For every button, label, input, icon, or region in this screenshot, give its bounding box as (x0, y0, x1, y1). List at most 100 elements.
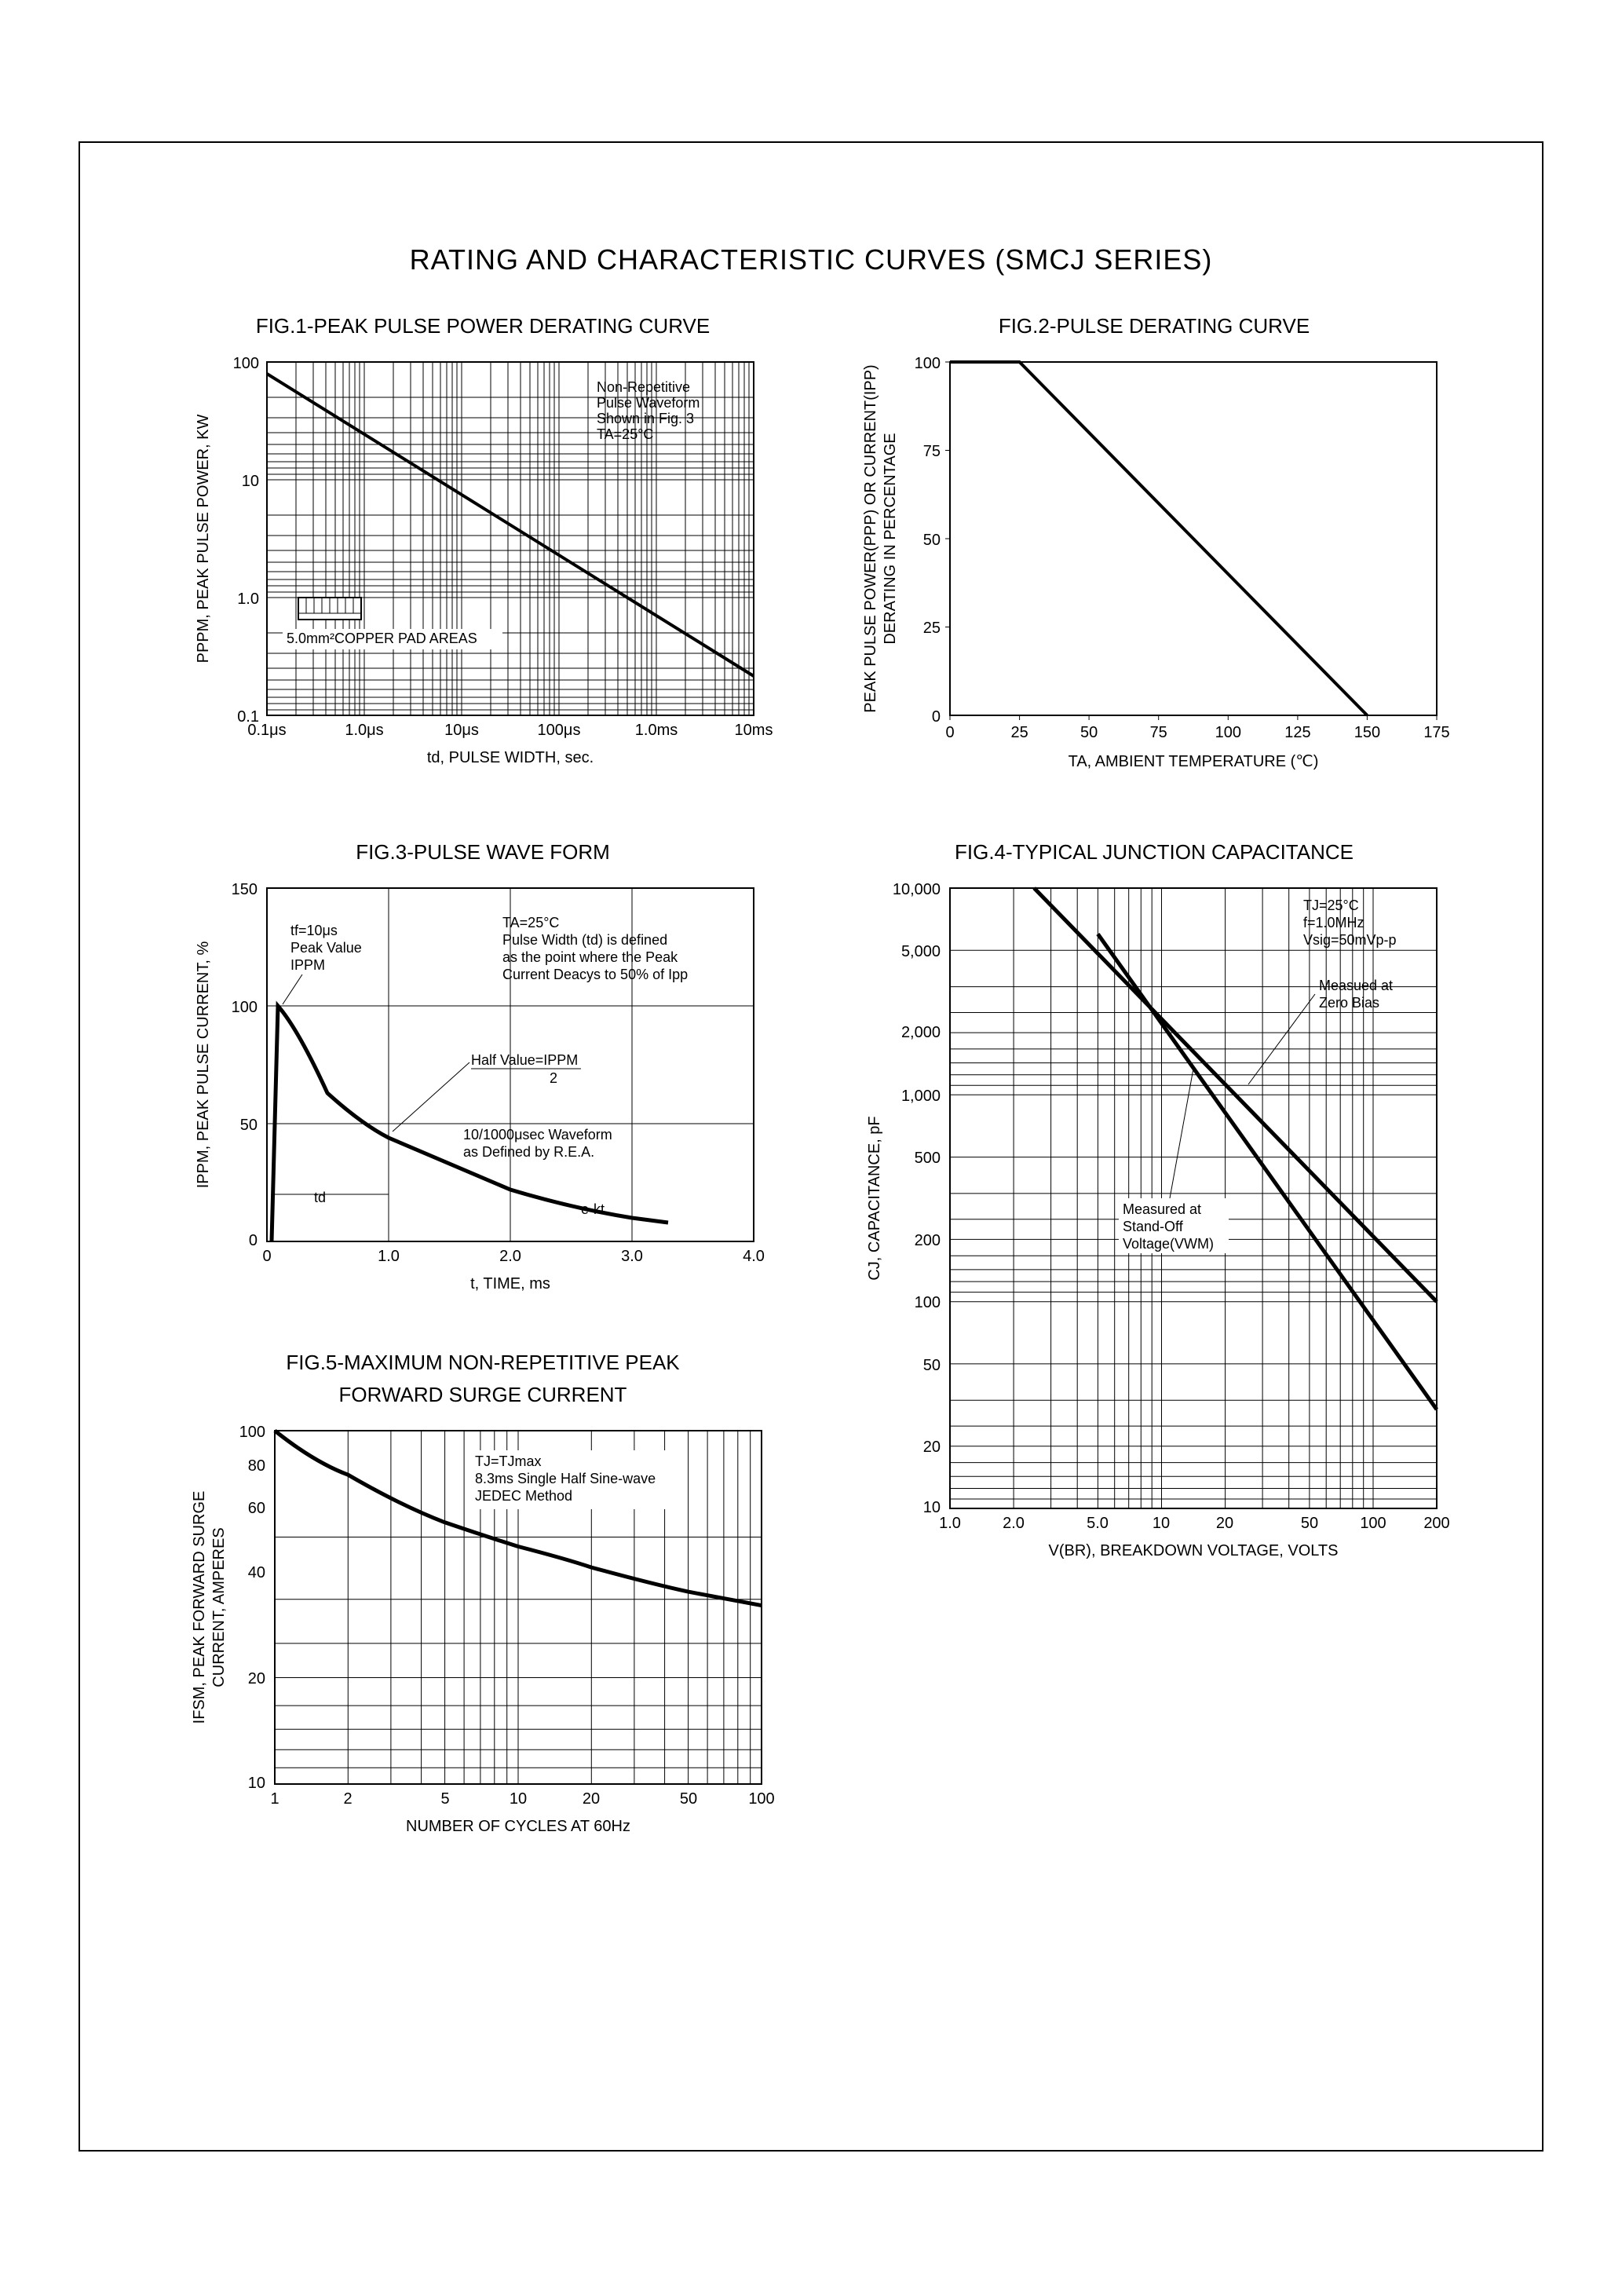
svg-text:10: 10 (510, 1790, 527, 1808)
svg-text:20: 20 (923, 1439, 941, 1456)
fig2-title: FIG.2-PULSE DERATING CURVE (848, 314, 1460, 338)
svg-text:1.0: 1.0 (378, 1248, 400, 1265)
fig1-title: FIG.1-PEAK PULSE POWER DERATING CURVE (181, 314, 785, 338)
svg-text:1.0μs: 1.0μs (345, 722, 383, 739)
svg-text:Shown in Fig. 3: Shown in Fig. 3 (597, 411, 694, 426)
svg-text:tf=10μs: tf=10μs (290, 923, 338, 938)
svg-text:200: 200 (915, 1232, 941, 1249)
svg-text:100: 100 (1215, 724, 1241, 741)
svg-text:TJ=TJmax: TJ=TJmax (475, 1453, 542, 1469)
svg-text:Peak Value: Peak Value (290, 940, 362, 956)
svg-text:80: 80 (248, 1457, 265, 1475)
fig2-svg: 100 75 50 25 0 0 25 50 75 100 125 150 17… (848, 346, 1460, 786)
svg-text:Stand-Off: Stand-Off (1123, 1219, 1184, 1234)
svg-text:8.3ms Single Half Sine-wave: 8.3ms Single Half Sine-wave (475, 1471, 656, 1486)
fig5-svg: TJ=TJmax 8.3ms Single Half Sine-wave JED… (181, 1415, 785, 1855)
fig1-svg: Non-Repetitive Pulse Waveform Shown in F… (181, 346, 785, 786)
svg-text:200: 200 (1423, 1515, 1449, 1532)
svg-text:IPPM: IPPM (290, 957, 325, 973)
svg-text:DERATING IN PERCENTAGE: DERATING IN PERCENTAGE (882, 433, 899, 644)
fig3-title: FIG.3-PULSE WAVE FORM (181, 840, 785, 865)
svg-text:2.0: 2.0 (499, 1248, 521, 1265)
svg-text:t, TIME, ms: t, TIME, ms (470, 1275, 550, 1292)
svg-text:5.0mm²COPPER PAD AREAS: 5.0mm²COPPER PAD AREAS (287, 631, 477, 646)
fig2-container: FIG.2-PULSE DERATING CURVE 100 75 50 25 … (848, 314, 1460, 786)
svg-text:td: td (314, 1190, 326, 1205)
svg-text:Voltage(VWM): Voltage(VWM) (1123, 1236, 1214, 1252)
fig4-title: FIG.4-TYPICAL JUNCTION CAPACITANCE (848, 840, 1460, 865)
svg-text:Measued at: Measued at (1319, 978, 1393, 993)
svg-text:10/1000μsec Waveform: 10/1000μsec Waveform (463, 1127, 612, 1143)
svg-text:500: 500 (915, 1150, 941, 1167)
svg-text:5.0: 5.0 (1087, 1515, 1109, 1532)
svg-text:25: 25 (923, 620, 941, 637)
fig3-container: FIG.3-PULSE WAVE FORM tf=10μs Peak Value… (181, 840, 785, 1312)
svg-text:PEAK PULSE POWER(PPP) OR CURRE: PEAK PULSE POWER(PPP) OR CURRENT(IPP) (862, 364, 879, 712)
svg-text:Pulse Width (td) is defined: Pulse Width (td) is defined (502, 932, 667, 948)
svg-text:100: 100 (748, 1790, 774, 1808)
svg-text:TA, AMBIENT TEMPERATURE (℃): TA, AMBIENT TEMPERATURE (℃) (1069, 753, 1319, 770)
svg-text:TJ=25°C: TJ=25°C (1303, 898, 1359, 913)
svg-text:50: 50 (923, 1357, 941, 1374)
svg-text:0: 0 (932, 708, 941, 726)
svg-text:175: 175 (1423, 724, 1449, 741)
svg-text:1.0: 1.0 (237, 590, 259, 608)
svg-text:40: 40 (248, 1564, 265, 1581)
svg-text:Pulse Waveform: Pulse Waveform (597, 395, 700, 411)
svg-text:1,000: 1,000 (901, 1088, 941, 1105)
svg-text:PPPM, PEAK PULSE POWER, KW: PPPM, PEAK PULSE POWER, KW (195, 415, 212, 664)
svg-text:as the point where the Peak: as the point where the Peak (502, 949, 678, 965)
svg-text:as Defined by R.E.A.: as Defined by R.E.A. (463, 1144, 594, 1160)
svg-text:Current Deacys to 50% of Ipp: Current Deacys to 50% of Ipp (502, 967, 688, 982)
svg-text:100μs: 100μs (538, 722, 581, 739)
svg-text:50: 50 (680, 1790, 697, 1808)
svg-text:e-kt: e-kt (581, 1201, 605, 1217)
svg-text:10: 10 (248, 1775, 265, 1792)
svg-text:60: 60 (248, 1500, 265, 1517)
svg-text:1: 1 (270, 1790, 279, 1808)
svg-text:1.0ms: 1.0ms (635, 722, 678, 739)
svg-text:IPPM, PEAK PULSE CURRENT, %: IPPM, PEAK PULSE CURRENT, % (195, 941, 212, 1189)
fig3-svg: tf=10μs Peak Value IPPM TA=25°C Pulse Wi… (181, 872, 785, 1312)
svg-text:TA=25°C: TA=25°C (597, 426, 653, 442)
page-title: RATING AND CHARACTERISTIC CURVES (SMCJ S… (0, 243, 1622, 276)
fig4-svg: TJ=25°C f=1.0MHz Vsig=50mVp-p Measued at… (848, 872, 1460, 1579)
svg-text:2.0: 2.0 (1003, 1515, 1025, 1532)
fig5-title2: FORWARD SURGE CURRENT (181, 1383, 785, 1407)
svg-text:Measured at: Measured at (1123, 1201, 1201, 1217)
svg-text:10: 10 (242, 473, 259, 490)
svg-text:2: 2 (343, 1790, 352, 1808)
svg-text:100: 100 (239, 1424, 265, 1441)
fig4-container: FIG.4-TYPICAL JUNCTION CAPACITANCE TJ=25… (848, 840, 1460, 1579)
svg-text:0: 0 (262, 1248, 271, 1265)
svg-text:f=1.0MHz: f=1.0MHz (1303, 915, 1364, 930)
svg-text:20: 20 (1216, 1515, 1233, 1532)
svg-text:CJ, CAPACITANCE, pF: CJ, CAPACITANCE, pF (866, 1116, 883, 1280)
svg-text:Zero Bias: Zero Bias (1319, 995, 1379, 1011)
svg-text:75: 75 (1150, 724, 1167, 741)
svg-text:10: 10 (923, 1499, 941, 1516)
svg-text:V(BR), BREAKDOWN VOLTAGE, VOLT: V(BR), BREAKDOWN VOLTAGE, VOLTS (1049, 1542, 1339, 1559)
svg-text:1.0: 1.0 (939, 1515, 961, 1532)
svg-text:100: 100 (915, 355, 941, 372)
svg-text:Half Value=IPPM: Half Value=IPPM (471, 1052, 578, 1068)
svg-text:100: 100 (232, 999, 258, 1016)
svg-text:4.0: 4.0 (743, 1248, 765, 1265)
svg-text:100: 100 (233, 355, 259, 372)
svg-text:5,000: 5,000 (901, 943, 941, 960)
fig5-title1: FIG.5-MAXIMUM NON-REPETITIVE PEAK (181, 1351, 785, 1375)
svg-text:5: 5 (440, 1790, 449, 1808)
svg-text:JEDEC Method: JEDEC Method (475, 1488, 572, 1504)
svg-text:10,000: 10,000 (893, 881, 941, 898)
svg-text:150: 150 (1354, 724, 1380, 741)
svg-text:0: 0 (249, 1232, 258, 1249)
svg-text:50: 50 (923, 532, 941, 549)
svg-text:2: 2 (550, 1070, 557, 1086)
svg-text:125: 125 (1284, 724, 1310, 741)
svg-text:0: 0 (945, 724, 954, 741)
svg-text:10μs: 10μs (444, 722, 479, 739)
fig5-container: FIG.5-MAXIMUM NON-REPETITIVE PEAK FORWAR… (181, 1351, 785, 1855)
svg-text:3.0: 3.0 (621, 1248, 643, 1265)
svg-text:Non-Repetitive: Non-Repetitive (597, 379, 690, 395)
svg-text:td, PULSE WIDTH, sec.: td, PULSE WIDTH, sec. (427, 749, 594, 766)
